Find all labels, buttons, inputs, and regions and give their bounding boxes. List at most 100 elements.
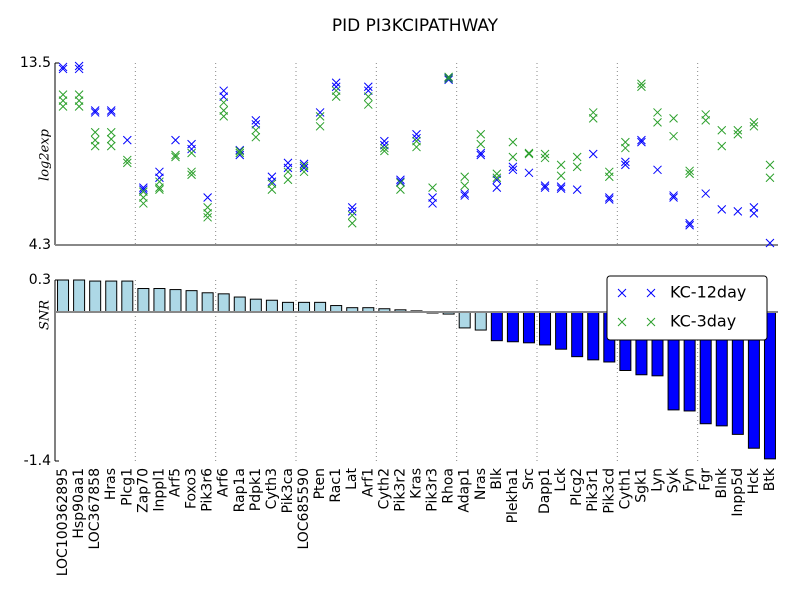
marker: [685, 166, 694, 176]
marker: [749, 117, 759, 127]
bar: [298, 301, 311, 313]
marker: [524, 148, 534, 158]
bar: [490, 311, 503, 342]
marker: [765, 238, 775, 248]
marker: [74, 61, 84, 71]
marker: [331, 92, 341, 101]
marker: [363, 82, 373, 92]
marker: [315, 121, 325, 131]
marker: [106, 108, 116, 117]
marker: [58, 64, 68, 74]
bar: [522, 311, 535, 344]
x-tick-label: LOC100362895: [55, 468, 71, 576]
marker: [283, 163, 293, 173]
x-tick-label: LOC367858: [87, 468, 103, 550]
marker: [604, 195, 614, 204]
chart-title: PID PI3KCIPATHWAY: [332, 16, 499, 36]
marker: [347, 210, 357, 220]
marker: [267, 177, 277, 187]
marker: [347, 218, 357, 228]
x-tick-label: Pdpk1: [248, 468, 264, 511]
x-tick-label: Syk: [666, 467, 682, 493]
x-tick-label: Lyn: [650, 468, 666, 492]
y-axis-label: SNR: [38, 300, 53, 330]
marker: [604, 193, 614, 202]
x-tick-label: Cyth3: [264, 468, 280, 509]
marker: [604, 172, 614, 182]
marker: [749, 208, 759, 218]
marker: [669, 131, 678, 141]
marker: [572, 162, 582, 172]
marker: [283, 175, 293, 185]
marker: [476, 129, 486, 139]
x-tick-label: Pik3r3: [425, 468, 441, 512]
marker: [299, 167, 309, 177]
x-tick-label: Btk: [762, 467, 778, 491]
marker: [122, 158, 132, 168]
x-tick-label: Pik3ca: [280, 468, 296, 513]
legend-marker: [646, 317, 656, 327]
bar: [281, 301, 294, 313]
marker: [203, 208, 212, 218]
x-tick-label: Fyn: [682, 468, 698, 492]
marker: [90, 141, 100, 151]
marker: [90, 106, 100, 115]
marker: [187, 167, 196, 177]
bar: [89, 280, 102, 313]
bar: [265, 299, 278, 313]
x-tick-label: Arf1: [360, 468, 376, 497]
marker: [380, 136, 389, 146]
marker: [556, 182, 566, 191]
bar: [233, 296, 246, 313]
marker: [508, 137, 518, 147]
marker: [251, 125, 261, 135]
marker: [396, 177, 405, 187]
marker: [717, 141, 727, 151]
marker: [572, 185, 582, 194]
marker: [492, 169, 502, 179]
marker: [653, 108, 662, 117]
marker: [460, 181, 470, 191]
x-tick-label: Rac1: [328, 468, 344, 503]
marker: [540, 183, 550, 192]
marker: [139, 185, 148, 194]
marker: [476, 150, 486, 160]
marker: [235, 146, 245, 156]
bar: [506, 311, 519, 343]
marker: [428, 183, 437, 192]
marker: [331, 78, 341, 88]
marker: [171, 150, 180, 160]
marker: [717, 125, 727, 135]
bar: [587, 311, 600, 361]
marker: [476, 139, 486, 149]
marker: [444, 74, 453, 84]
marker: [122, 135, 132, 145]
marker: [685, 220, 694, 230]
marker: [637, 135, 646, 145]
marker: [106, 106, 116, 115]
marker: [540, 149, 550, 159]
marker: [219, 112, 229, 121]
y-tick-label: 0.3: [29, 272, 51, 288]
marker: [524, 168, 534, 178]
marker: [171, 135, 180, 145]
marker: [139, 183, 148, 192]
marker: [74, 64, 84, 74]
marker: [444, 75, 453, 85]
legend-marker: [646, 288, 656, 298]
marker: [396, 178, 405, 188]
x-tick-label: Pik3cd: [601, 468, 617, 514]
marker: [283, 167, 293, 177]
marker: [187, 148, 196, 158]
x-tick-label: Kras: [409, 468, 425, 499]
x-tick-label: Plekha1: [505, 468, 521, 523]
marker: [701, 189, 711, 198]
y-tick-label: -1.4: [24, 453, 51, 469]
marker: [653, 165, 662, 175]
x-tick-label: Pik3r2: [392, 468, 408, 512]
marker: [106, 134, 116, 144]
marker: [508, 152, 518, 162]
bar: [201, 292, 214, 313]
marker: [685, 218, 694, 228]
